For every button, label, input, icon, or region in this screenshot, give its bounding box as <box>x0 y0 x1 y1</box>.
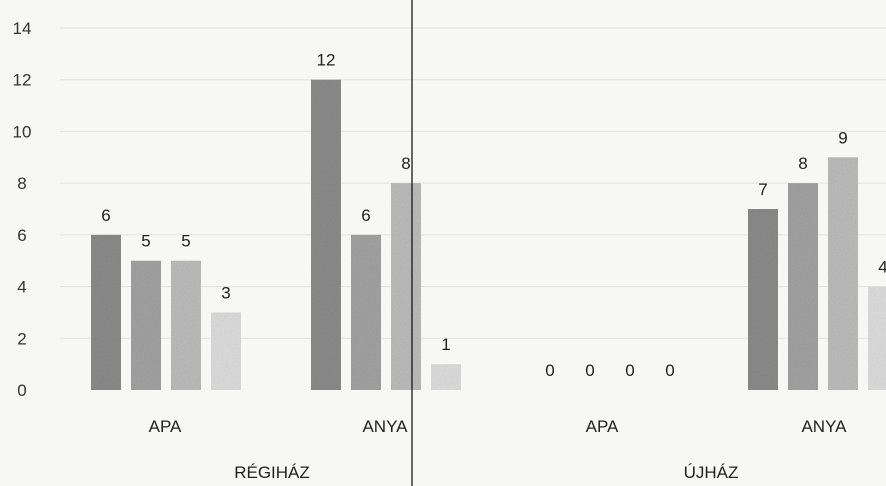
y-tick-label: 10 <box>13 122 32 141</box>
y-tick-label: 4 <box>17 278 26 297</box>
category-labels: APA ANYA RÉGIHÁZ APA ANYA ÚJHÁZ <box>149 417 848 482</box>
data-label: 8 <box>401 154 410 173</box>
y-tick-label: 6 <box>17 226 26 245</box>
bar <box>351 234 381 390</box>
bars <box>91 79 886 390</box>
group-label: ÚJHÁZ <box>684 463 739 482</box>
bar <box>868 286 886 390</box>
data-label: 0 <box>625 361 634 380</box>
bar <box>828 157 858 390</box>
data-label: 0 <box>665 361 674 380</box>
data-label: 7 <box>758 180 767 199</box>
data-label: 1 <box>441 335 450 354</box>
bar <box>431 364 461 390</box>
data-label: 5 <box>141 232 150 251</box>
category-label: ANYA <box>362 417 408 436</box>
bar <box>171 260 201 390</box>
y-tick-label: 8 <box>17 174 26 193</box>
bar <box>91 234 121 390</box>
data-label: 3 <box>221 283 230 302</box>
data-label: 0 <box>545 361 554 380</box>
data-label: 12 <box>317 51 336 70</box>
category-label: APA <box>149 417 182 436</box>
data-label: 6 <box>361 206 370 225</box>
bar <box>391 183 421 390</box>
y-axis-ticks: 0 2 4 6 8 10 12 14 <box>13 19 32 400</box>
bar <box>748 209 778 390</box>
data-label: 6 <box>101 206 110 225</box>
y-tick-label: 14 <box>13 19 32 38</box>
category-label: ANYA <box>801 417 847 436</box>
bar <box>211 312 241 390</box>
y-tick-label: 12 <box>13 71 32 90</box>
data-label: 8 <box>798 154 807 173</box>
data-label: 0 <box>585 361 594 380</box>
data-label: 9 <box>838 128 847 147</box>
data-label: 4 <box>878 258 886 277</box>
bar <box>131 260 161 390</box>
y-tick-label: 0 <box>17 381 26 400</box>
group-label: RÉGIHÁZ <box>234 463 310 482</box>
category-label: APA <box>586 417 619 436</box>
data-label: 5 <box>181 232 190 251</box>
y-tick-label: 2 <box>17 329 26 348</box>
bar <box>788 183 818 390</box>
bar <box>311 79 341 390</box>
